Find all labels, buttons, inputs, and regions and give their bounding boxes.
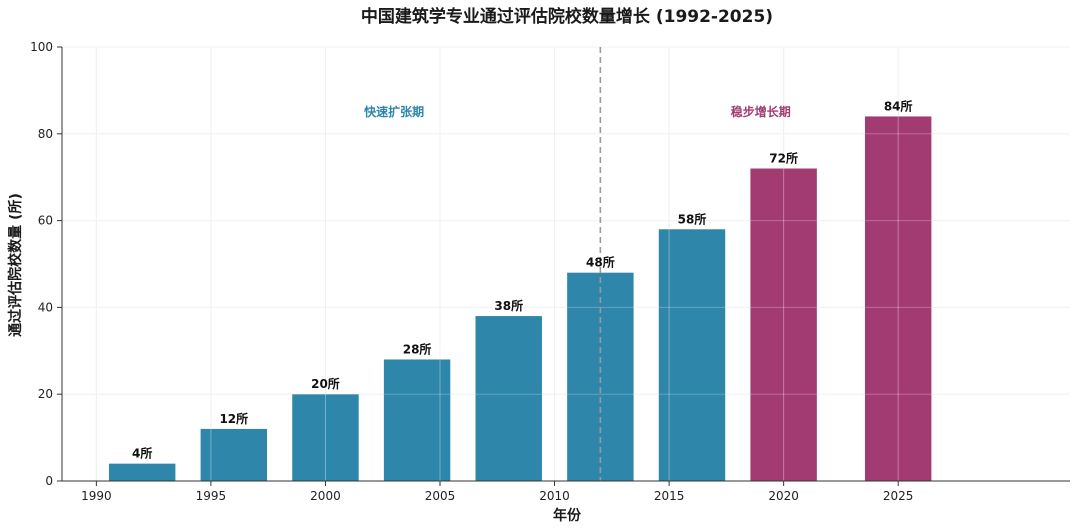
data-labels-layer: 4所 12所 20所 28所 38所 48所 58所 72所 84所 快速扩张期 稳步增长期 (132, 98, 913, 460)
x-tick-label: 2020 (768, 489, 799, 503)
x-axis-label: 年份 (553, 507, 582, 524)
bar (108, 463, 176, 481)
x-tick-label: 2010 (539, 489, 570, 503)
bar (750, 168, 817, 481)
x-tick-label: 1990 (81, 489, 112, 503)
bar-value-label: 28所 (403, 341, 432, 356)
overlay-grid-layer (62, 46, 1070, 481)
axes-layer: 0 20 40 60 80 100 1990 1995 2000 2005 2010 2015 2020… (30, 40, 1070, 503)
bar-value-label: 12所 (219, 411, 248, 426)
chart-title: 中国建筑学专业通过评估院校数量增长 (1992-2025) (361, 6, 773, 27)
y-tick-label: 80 (38, 127, 53, 141)
bar-value-label: 20所 (311, 376, 340, 391)
bar (864, 116, 932, 481)
bar (200, 428, 268, 481)
x-tick-label: 2000 (310, 489, 341, 503)
x-tick-label: 2025 (883, 489, 914, 503)
bar (292, 394, 359, 481)
y-tick-label: 40 (38, 300, 53, 314)
period-annotation: 稳步增长期 (731, 104, 791, 119)
bar-value-label: 4所 (132, 446, 152, 461)
bar-value-label: 72所 (769, 151, 798, 166)
bar-value-label: 84所 (884, 98, 913, 113)
y-tick-label: 100 (30, 40, 53, 54)
x-tick-label: 2005 (425, 489, 456, 503)
y-tick-label: 20 (38, 387, 53, 401)
y-tick-label: 60 (38, 214, 53, 228)
bar (658, 229, 726, 481)
bar-value-label: 58所 (678, 211, 707, 226)
y-tick-label: 0 (45, 474, 53, 488)
bar-value-label: 38所 (494, 298, 523, 313)
bar (475, 316, 542, 481)
bar (383, 359, 451, 481)
y-axis-label: 通过评估院校数量 (所) (7, 193, 24, 337)
bar-value-label: 48所 (586, 255, 615, 270)
x-tick-label: 2015 (654, 489, 685, 503)
period-annotation: 快速扩张期 (364, 104, 424, 119)
x-tick-label: 1995 (196, 489, 227, 503)
bars-layer (108, 116, 932, 481)
